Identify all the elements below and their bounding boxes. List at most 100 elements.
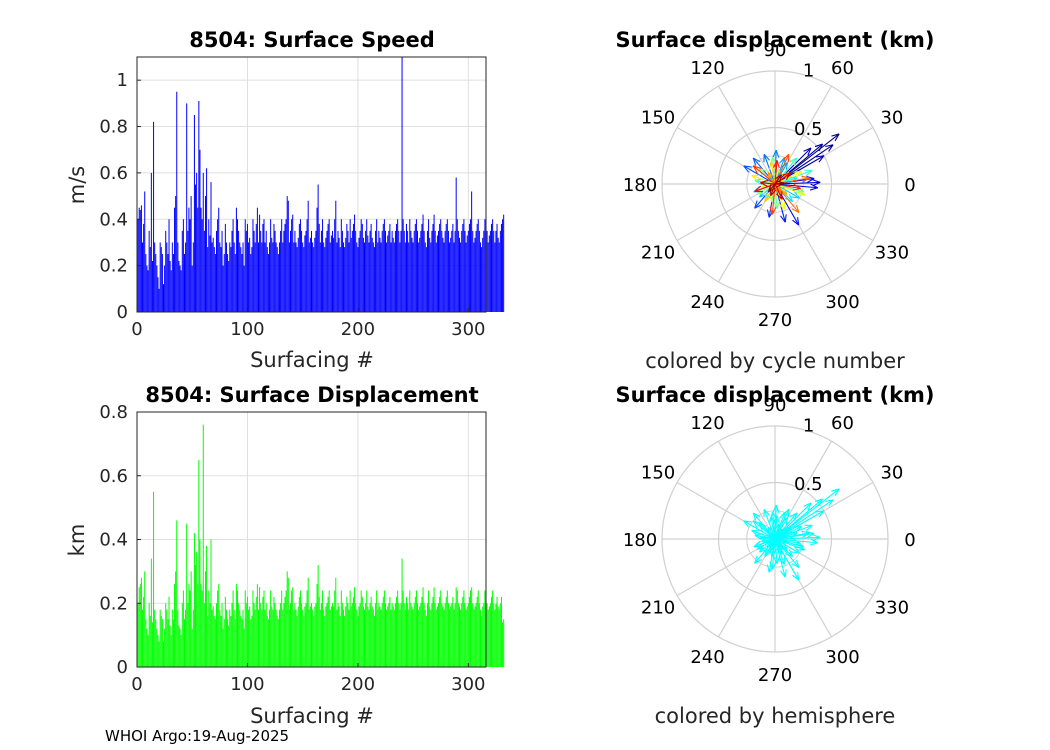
y-tick-label: 0 xyxy=(117,302,128,323)
x-tick-label: 300 xyxy=(451,319,485,340)
angle-tick-label: 210 xyxy=(641,243,675,264)
footer-credit: WHOI Argo:19-Aug-2025 xyxy=(105,727,289,745)
angle-tick-label: 0 xyxy=(904,530,915,551)
displacement-vector xyxy=(764,183,776,203)
x-tick-label: 200 xyxy=(341,674,375,695)
displacement-vector xyxy=(774,169,813,185)
polar-cycle-chart: Surface displacement (km) colored by cyc… xyxy=(615,28,934,373)
angle-tick-label: 270 xyxy=(758,665,792,686)
angle-tick-label: 180 xyxy=(623,175,657,196)
displacement-vector xyxy=(774,535,785,543)
y-tick-label: 0.6 xyxy=(99,466,128,487)
polar-hemisphere-title: Surface displacement (km) xyxy=(615,383,934,407)
displacement-vector xyxy=(768,516,776,540)
displacement-vector xyxy=(767,538,776,548)
y-tick-label: 0 xyxy=(117,657,128,678)
displacement-chart: 8504: Surface Displacement Surfacing # k… xyxy=(65,383,505,728)
displacement-vector xyxy=(774,510,825,540)
displacement-vector xyxy=(760,534,776,542)
displacement-vector xyxy=(772,515,780,540)
polar-hemisphere-chart: Surface displacement (km) colored by hem… xyxy=(615,383,934,728)
displacement-vector xyxy=(774,538,801,546)
displacement-vector xyxy=(774,172,792,185)
displacement-vector xyxy=(774,183,800,214)
polar-spoke xyxy=(717,440,776,540)
angle-tick-label: 210 xyxy=(641,598,675,619)
y-tick-label: 0.4 xyxy=(99,209,128,230)
displacement-vector xyxy=(774,183,783,200)
polar-cycle-caption: colored by cycle number xyxy=(645,349,905,373)
polar-spoke xyxy=(717,85,776,185)
displacement-vector xyxy=(752,520,776,540)
angle-tick-label: 0 xyxy=(904,175,915,196)
displacement-vector xyxy=(774,508,790,540)
angle-tick-label: 150 xyxy=(641,463,675,484)
radius-tick-label: 1 xyxy=(803,61,814,82)
displacement-vector xyxy=(767,183,776,193)
speed-chart-title: 8504: Surface Speed xyxy=(189,28,435,52)
displacement-vector xyxy=(764,538,776,558)
displacement-vector xyxy=(752,165,776,185)
polar-hemisphere-caption: colored by hemisphere xyxy=(655,704,896,728)
speed-chart-ylabel: m/s xyxy=(65,166,89,204)
radius-tick-label: 0.5 xyxy=(794,474,823,495)
x-tick-label: 100 xyxy=(230,319,264,340)
displacement-vector xyxy=(754,538,776,548)
displacement-chart-title: 8504: Surface Displacement xyxy=(145,383,478,407)
x-tick-label: 0 xyxy=(131,674,142,695)
displacement-vector xyxy=(772,160,780,185)
displacement-vector xyxy=(751,529,776,540)
axes-box xyxy=(136,56,487,313)
radius-tick-label: 1 xyxy=(803,416,814,437)
y-tick-label: 0.8 xyxy=(99,117,128,138)
x-tick-label: 300 xyxy=(451,674,485,695)
displacement-vector xyxy=(760,179,776,187)
angle-tick-label: 90 xyxy=(764,395,787,416)
angle-tick-label: 330 xyxy=(875,598,909,619)
displacement-vector xyxy=(774,183,801,191)
displacement-vector xyxy=(774,524,813,540)
radius-tick-label: 0.5 xyxy=(794,119,823,140)
y-tick-label: 0.4 xyxy=(99,530,128,551)
displacement-vector xyxy=(774,538,783,555)
angle-tick-label: 180 xyxy=(623,530,657,551)
displacement-vector xyxy=(774,174,783,185)
displacement-vector xyxy=(774,527,792,540)
y-tick-label: 0.6 xyxy=(99,163,128,184)
displacement-vector xyxy=(774,538,800,569)
speed-chart: 8504: Surface Speed Surfacing # m/s 0 100… xyxy=(65,28,505,372)
displacement-vector xyxy=(774,155,825,185)
displacement-vector xyxy=(774,529,783,540)
displacement-vector xyxy=(751,174,776,185)
displacement-vector xyxy=(754,183,776,193)
y-tick-label: 0.2 xyxy=(99,593,128,614)
angle-tick-label: 270 xyxy=(758,310,792,331)
angle-tick-label: 330 xyxy=(875,243,909,264)
polar-cycle-title: Surface displacement (km) xyxy=(615,28,934,52)
x-tick-label: 100 xyxy=(230,674,264,695)
angle-tick-label: 60 xyxy=(831,413,854,434)
speed-chart-xlabel: Surfacing # xyxy=(250,348,374,372)
displacement-chart-xlabel: Surfacing # xyxy=(250,704,374,728)
angle-tick-label: 60 xyxy=(831,58,854,79)
angle-tick-label: 120 xyxy=(690,413,724,434)
angle-tick-label: 240 xyxy=(690,292,724,313)
displacement-vector xyxy=(774,153,790,185)
angle-tick-label: 90 xyxy=(764,40,787,61)
angle-tick-label: 300 xyxy=(825,292,859,313)
displacement-chart-ylabel: km xyxy=(65,524,89,557)
y-tick-label: 0.8 xyxy=(99,402,128,423)
angle-tick-label: 30 xyxy=(880,108,903,129)
angle-tick-label: 120 xyxy=(690,58,724,79)
angle-tick-label: 300 xyxy=(825,647,859,668)
x-tick-label: 0 xyxy=(131,319,142,340)
displacement-vector xyxy=(768,161,776,185)
y-tick-label: 0.2 xyxy=(99,256,128,277)
angle-tick-label: 240 xyxy=(690,647,724,668)
y-tick-label: 1 xyxy=(117,70,128,91)
x-tick-label: 200 xyxy=(341,319,375,340)
angle-tick-label: 30 xyxy=(880,463,903,484)
angle-tick-label: 150 xyxy=(641,108,675,129)
displacement-vector xyxy=(774,180,785,188)
